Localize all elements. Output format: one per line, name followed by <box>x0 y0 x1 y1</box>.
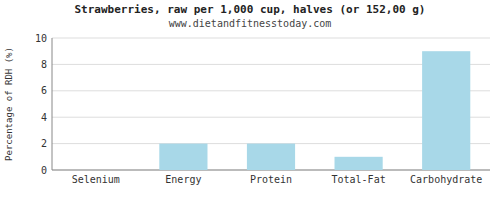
grid <box>52 38 490 170</box>
bar <box>159 144 207 170</box>
x-tick-label: Total-Fat <box>332 174 386 185</box>
chart: Strawberries, raw per 1,000 cup, halves … <box>0 0 500 200</box>
bar <box>72 170 120 171</box>
bar <box>422 51 470 170</box>
y-tick-label: 10 <box>35 33 47 44</box>
y-tick-label: 8 <box>41 59 47 70</box>
x-axis: Selenium Energy Protein Total-Fat Carbohydra… <box>72 174 483 185</box>
title: Strawberries, raw per 1,000 cup, halves … <box>75 3 426 16</box>
y-axis: 0 2 4 6 8 10 <box>35 33 47 176</box>
bar <box>247 144 295 170</box>
bar <box>335 157 383 170</box>
y-axis-label: Percentage of RDH (%) <box>4 47 14 161</box>
y-axis-line <box>52 38 53 170</box>
subtitle: www.dietandfitnesstoday.com <box>169 18 332 29</box>
page: {"chart_data": {"type": "bar", "title": … <box>0 0 500 200</box>
x-tick-label: Energy <box>165 174 201 185</box>
x-tick-label: Carbohydrate <box>410 174 482 185</box>
x-tick-label: Protein <box>250 174 292 185</box>
chart-container: Strawberries, raw per 1,000 cup, halves … <box>0 0 500 200</box>
y-tick-label: 6 <box>41 85 47 96</box>
x-tick-label: Selenium <box>72 174 120 185</box>
y-tick-label: 2 <box>41 138 47 149</box>
bars <box>159 51 470 170</box>
y-tick-label: 0 <box>41 165 47 176</box>
grid-line <box>52 38 490 39</box>
y-tick-label: 4 <box>41 112 47 123</box>
